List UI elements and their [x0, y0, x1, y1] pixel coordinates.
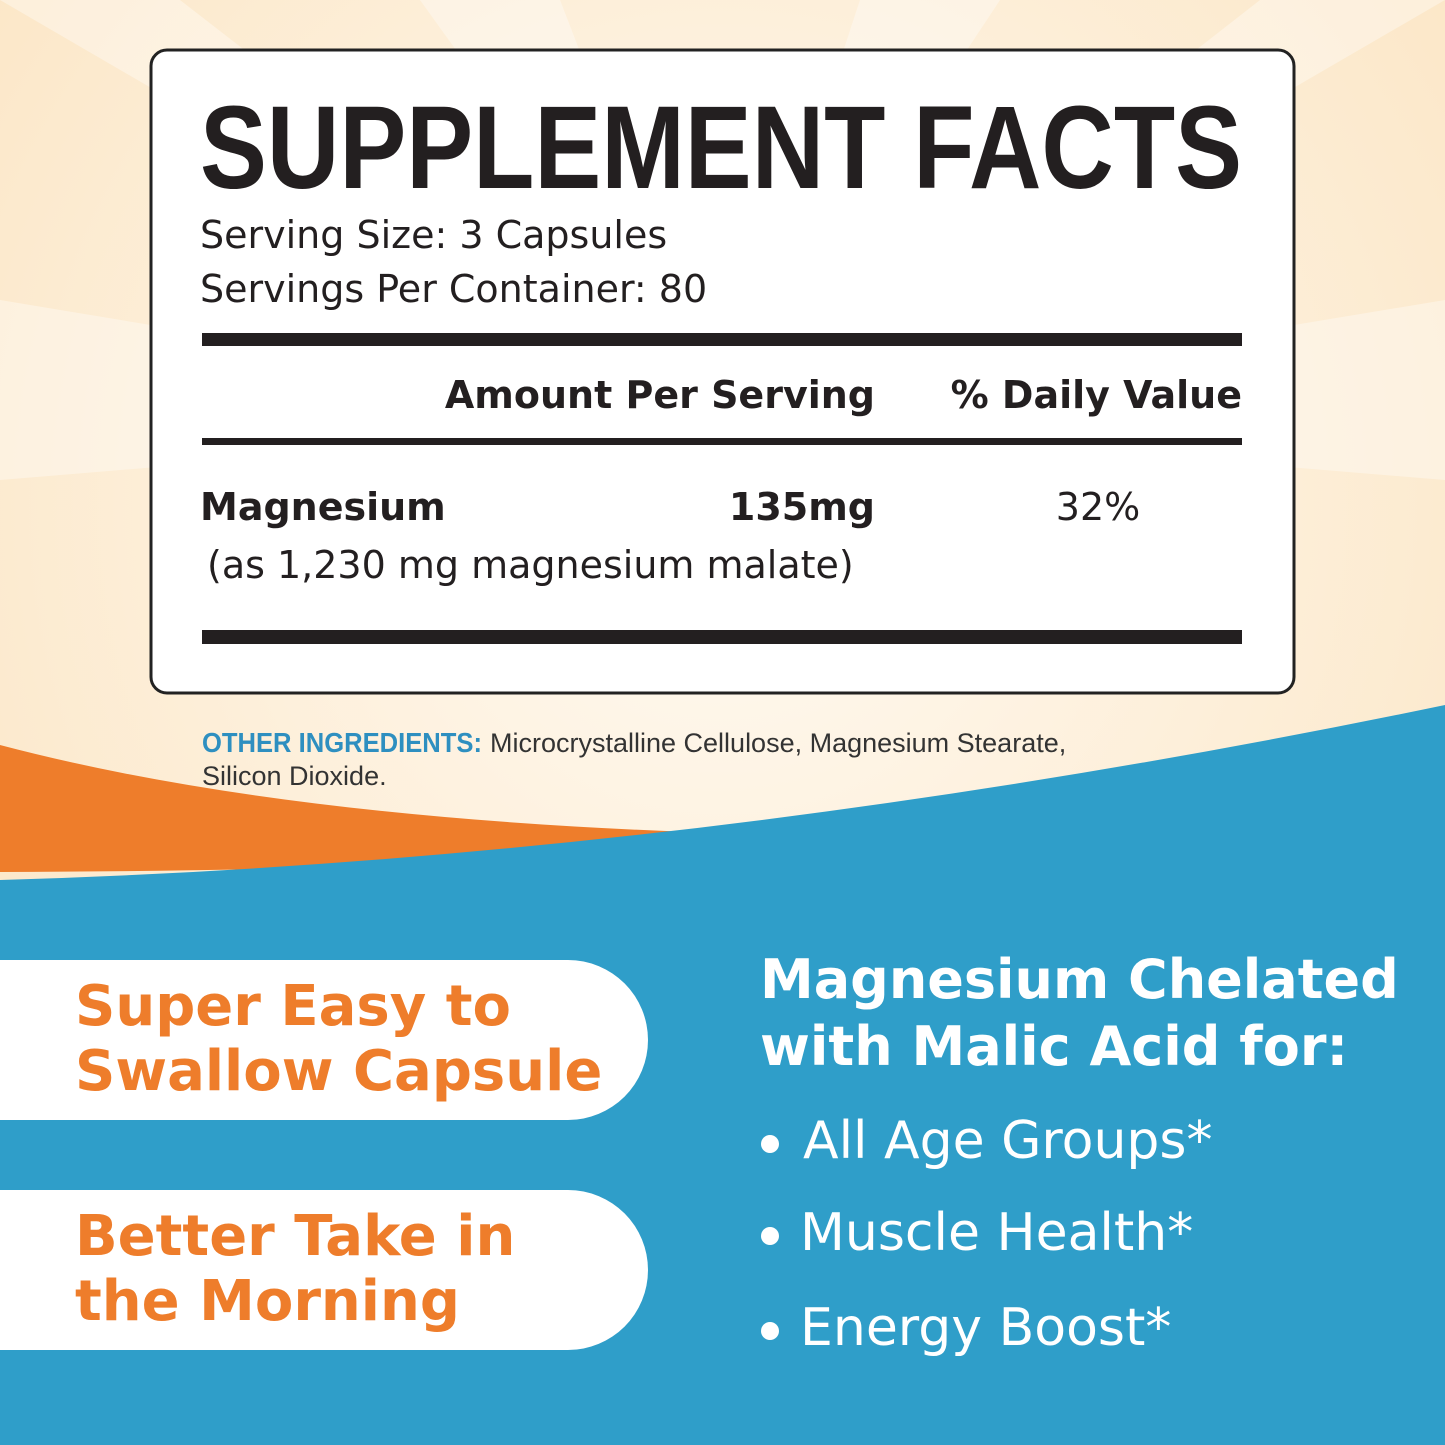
other-ingredients-text: Silicon Dioxide. — [202, 761, 387, 791]
benefit-item: All Age Groups* — [803, 1111, 1213, 1171]
nutrient-daily-value: 32% — [1056, 485, 1140, 529]
benefit-item: Muscle Health* — [800, 1203, 1193, 1263]
badge — [0, 1190, 648, 1350]
other-ingredients-text: Microcrystalline Cellulose, Magnesium St… — [490, 728, 1066, 758]
bullet — [761, 1227, 779, 1245]
bullet — [761, 1322, 779, 1340]
bullet — [761, 1135, 779, 1153]
badge-text: Better Take in — [75, 1204, 515, 1269]
nutrient-name: Magnesium — [200, 485, 446, 529]
facts-panel — [149, 48, 1296, 695]
other-ingredients-label: OTHER INGREDIENTS: — [202, 727, 482, 758]
benefits-heading: with Malic Acid for: — [760, 1015, 1348, 1078]
rule — [202, 630, 1242, 644]
badge-text: Swallow Capsule — [75, 1039, 602, 1104]
facts-title: SUPPLEMENT FACTS — [200, 82, 1242, 214]
badge-text: Super Easy to — [75, 974, 511, 1039]
badge-text: the Morning — [75, 1269, 460, 1334]
nutrient-amount: 135mg — [729, 485, 875, 529]
nutrient-note: (as 1,230 mg magnesium malate) — [207, 543, 854, 587]
benefits-heading: Magnesium Chelated — [760, 948, 1399, 1011]
serving-size: Serving Size: 3 Capsules — [200, 213, 667, 257]
servings-per-container: Servings Per Container: 80 — [200, 267, 707, 311]
column-header: % Daily Value — [951, 373, 1242, 417]
rule — [202, 333, 1242, 346]
badge — [0, 960, 648, 1120]
column-header: Amount Per Serving — [445, 373, 875, 417]
benefit-item: Energy Boost* — [800, 1298, 1171, 1358]
rule — [202, 438, 1242, 445]
